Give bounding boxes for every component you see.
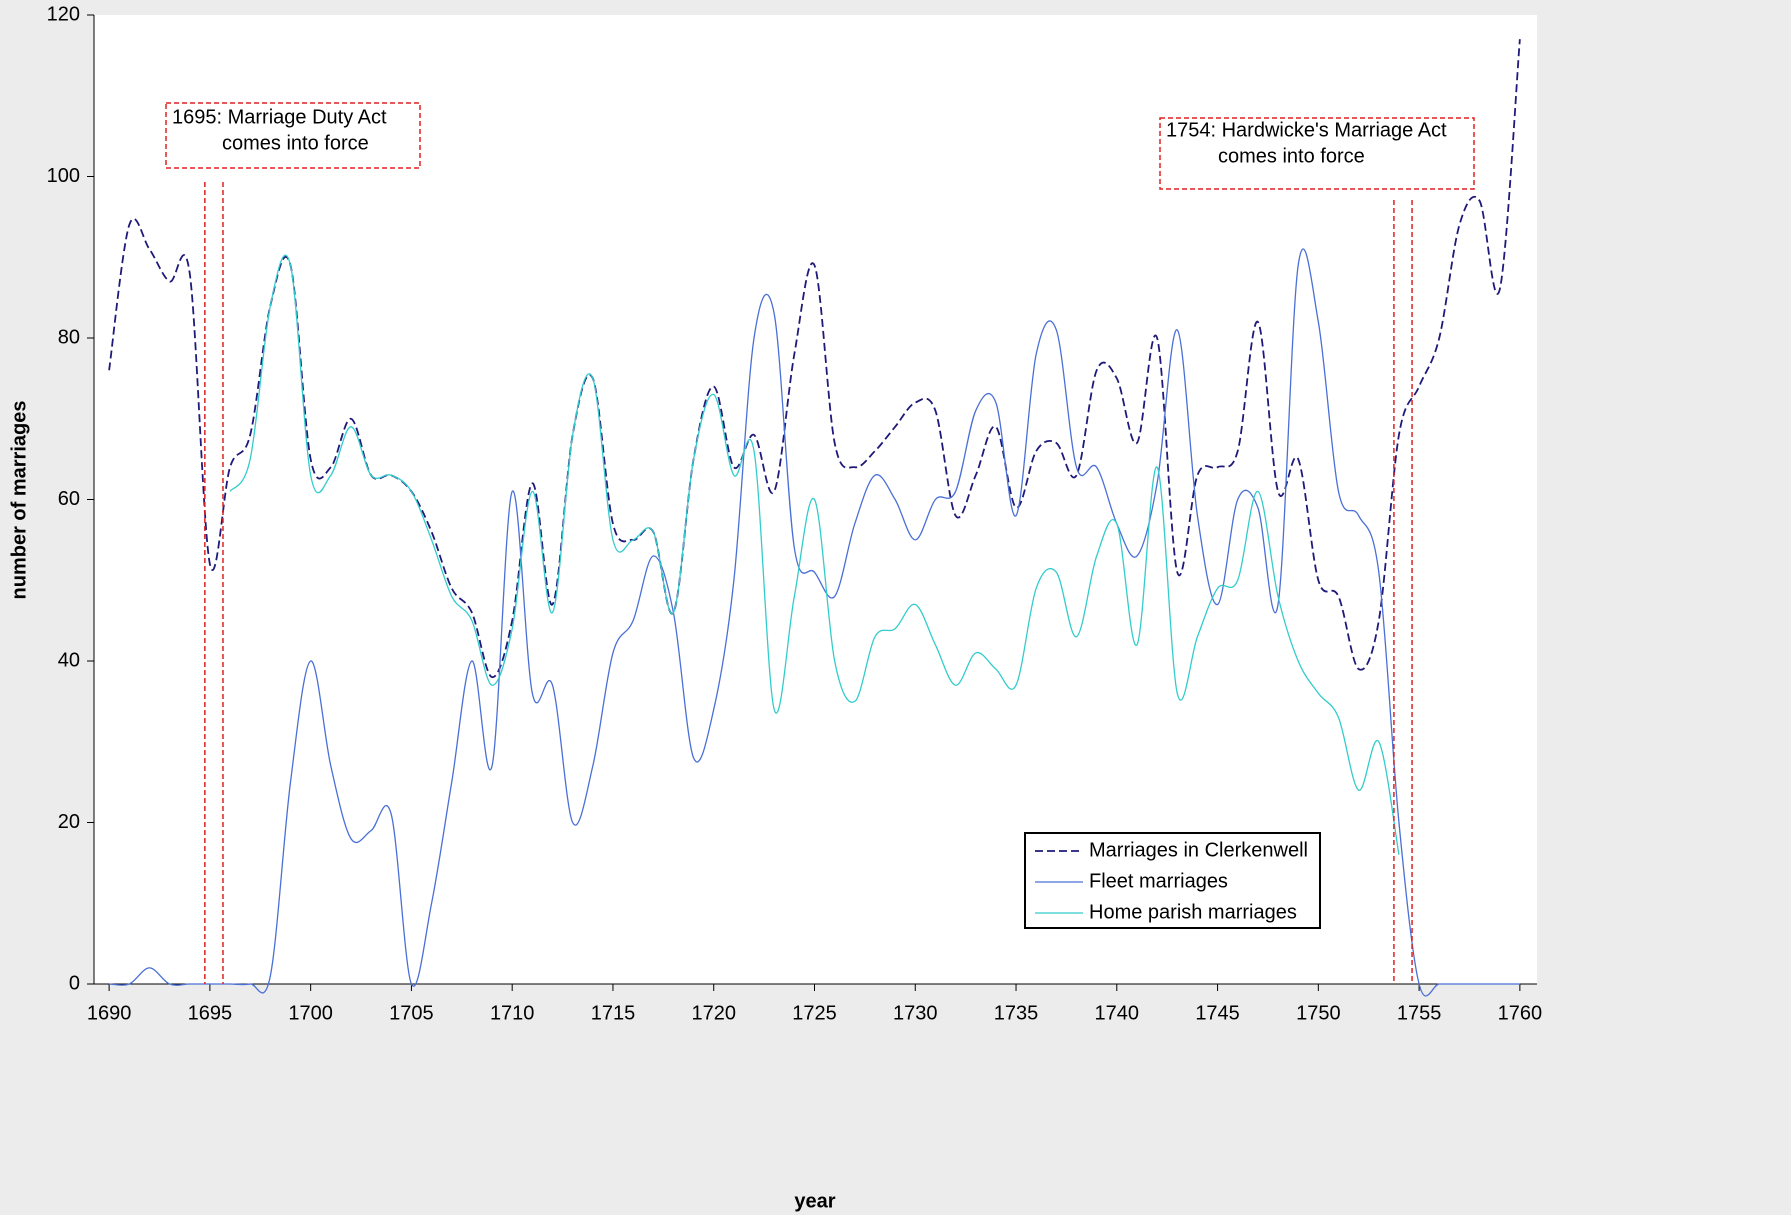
annotation-box: [165, 102, 421, 169]
y-axis-label: number of marriages: [8, 401, 30, 600]
y-tick-label: 20: [58, 811, 80, 833]
y-tick-label: 100: [47, 165, 80, 187]
annotation-text: 1754: Hardwicke's Marriage Act: [1166, 119, 1447, 141]
y-tick-label: 80: [58, 326, 80, 348]
legend-label: Fleet marriages: [1089, 870, 1228, 892]
annotation-box: [1159, 117, 1475, 190]
legend-label: Marriages in Clerkenwell: [1089, 839, 1308, 861]
x-tick-label: 1750: [1296, 1002, 1341, 1024]
y-tick-label: 0: [69, 972, 80, 994]
x-tick-label: 1755: [1397, 1002, 1442, 1024]
y-tick-label: 120: [47, 3, 80, 25]
x-tick-label: 1715: [591, 1002, 636, 1024]
x-tick-label: 1740: [1095, 1002, 1140, 1024]
x-tick-label: 1760: [1498, 1002, 1543, 1024]
series-line: [229, 254, 1400, 855]
series-line: [108, 39, 1521, 679]
x-tick-label: 1730: [893, 1002, 938, 1024]
y-tick-label: 60: [58, 488, 80, 510]
x-tick-label: 1745: [1195, 1002, 1240, 1024]
x-tick-label: 1690: [87, 1002, 132, 1024]
x-tick-label: 1720: [691, 1002, 736, 1024]
annotation-text: comes into force: [1218, 145, 1365, 167]
x-tick-label: 1700: [288, 1002, 333, 1024]
x-tick-label: 1705: [389, 1002, 434, 1024]
legend-label: Home parish marriages: [1089, 901, 1297, 923]
x-tick-label: 1735: [994, 1002, 1039, 1024]
annotation-text: 1695: Marriage Duty Act: [172, 106, 387, 128]
x-axis-label: year: [794, 1190, 835, 1212]
y-tick-label: 40: [58, 649, 80, 671]
x-tick-label: 1725: [792, 1002, 837, 1024]
annotation-text: comes into force: [222, 132, 369, 154]
series-line: [109, 248, 1520, 997]
x-tick-label: 1695: [188, 1002, 233, 1024]
x-tick-label: 1710: [490, 1002, 535, 1024]
legend: [1024, 832, 1321, 929]
